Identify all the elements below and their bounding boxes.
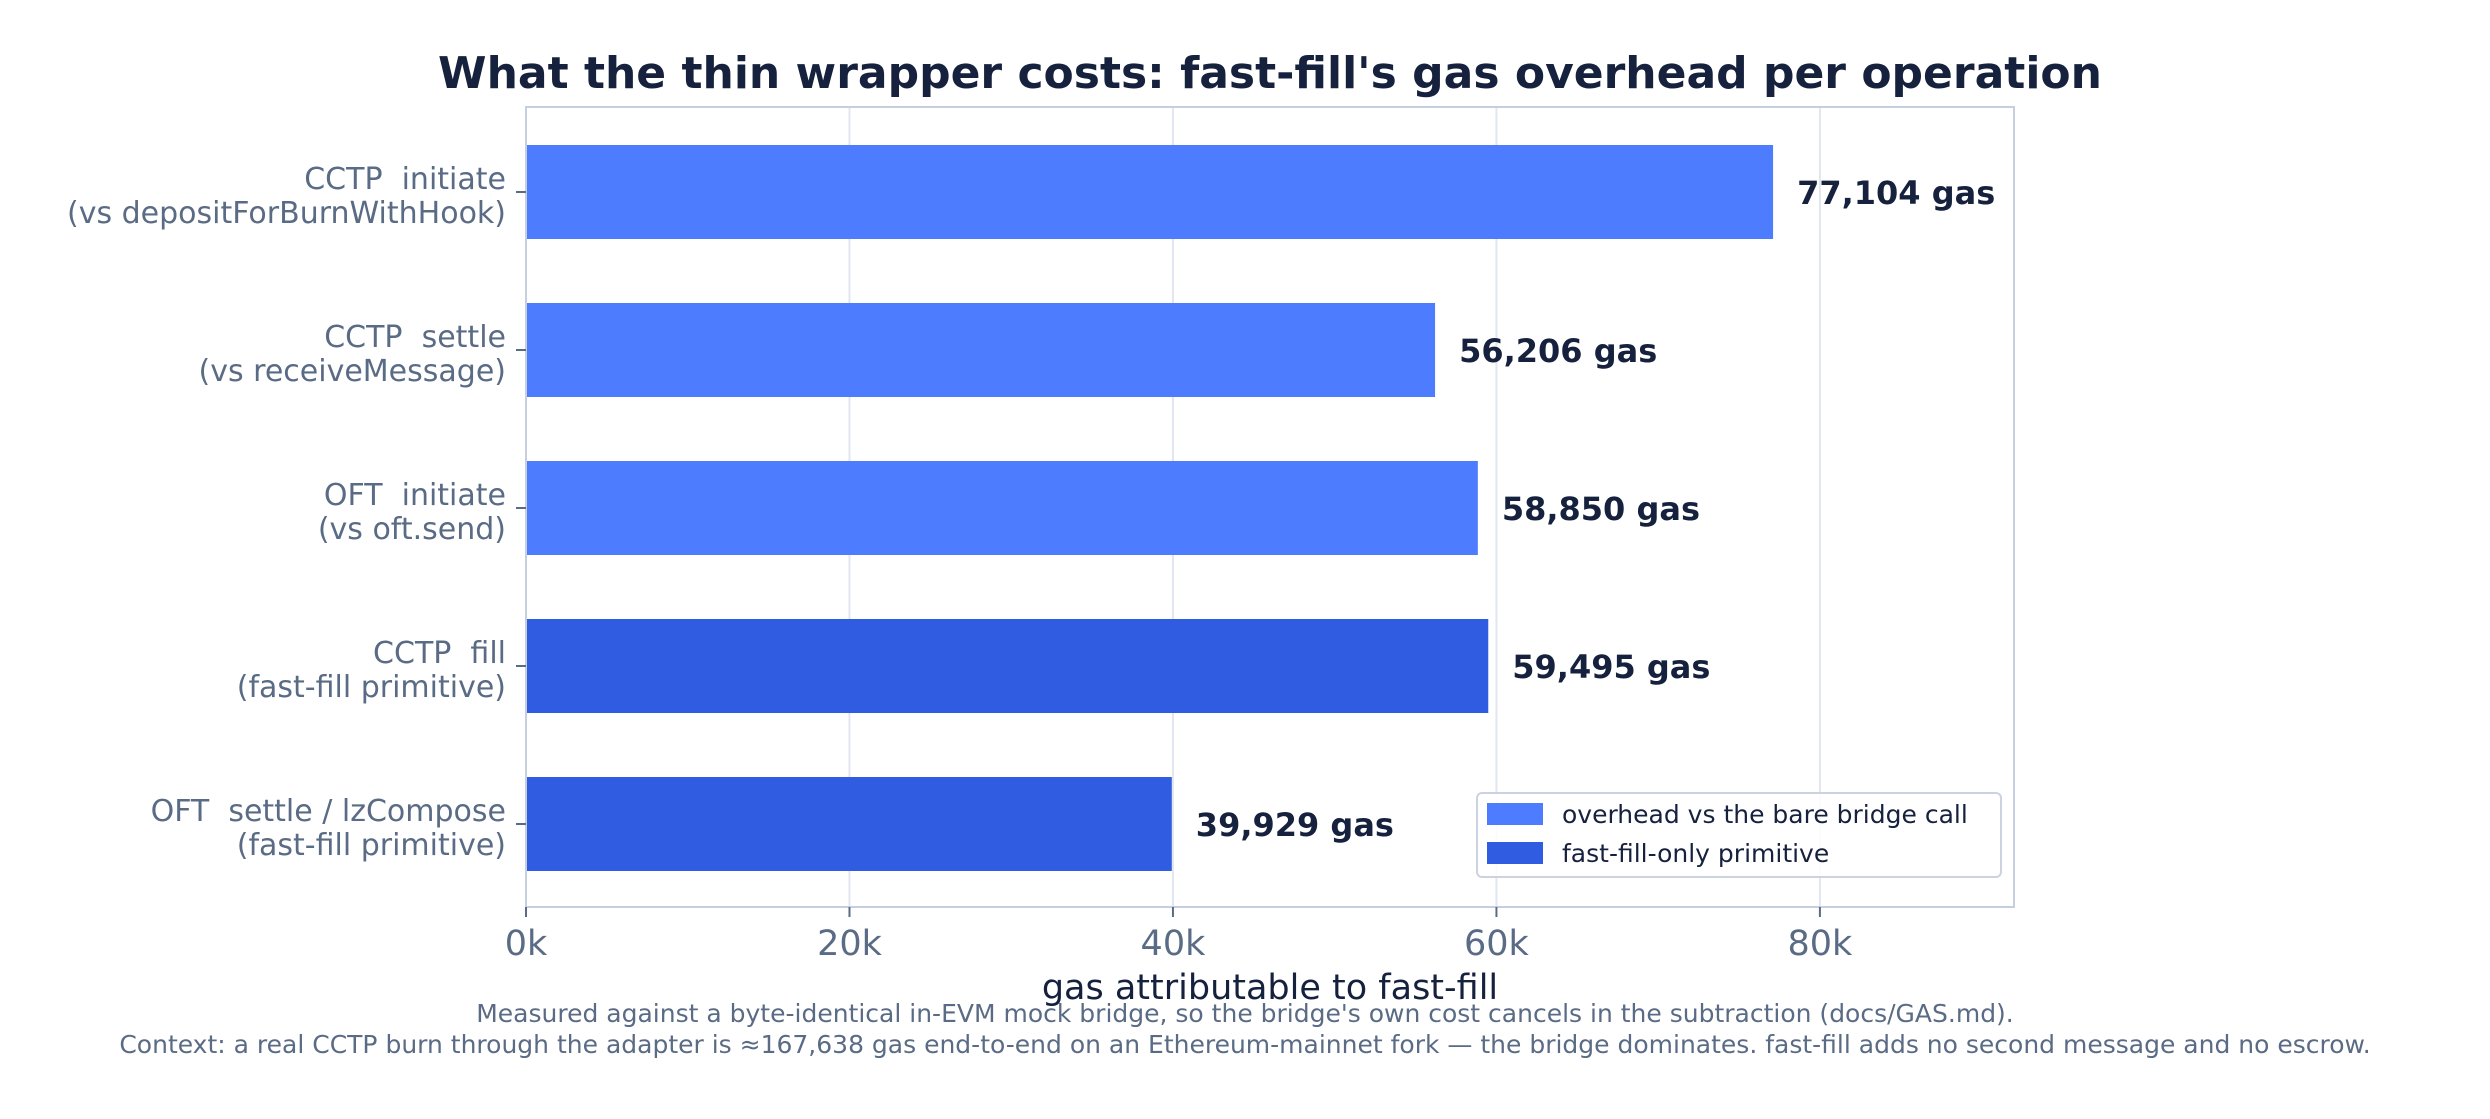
- legend-box: [1476, 792, 2002, 878]
- legend-swatch-fast-fill-only: [1487, 842, 1543, 864]
- chart-title: What the thin wrapper costs: fast-fill's…: [438, 48, 2102, 99]
- bar: [527, 461, 1478, 555]
- x-axis: 0k 20k 40k 60k 80k: [505, 907, 1853, 964]
- y-tick-sublabel: (fast-fill primitive): [237, 828, 506, 863]
- legend-label-overhead: overhead vs the bare bridge call: [1562, 800, 1968, 829]
- footnote-context: Context: a real CCTP burn through the ad…: [119, 1030, 2370, 1059]
- bar-value-label: 77,104 gas: [1797, 174, 1995, 212]
- bar-value-label: 59,495 gas: [1512, 648, 1710, 686]
- bar: [527, 619, 1489, 713]
- x-tick-label: 20k: [817, 924, 883, 964]
- x-tick-label: 0k: [505, 924, 548, 964]
- bar-value-label: 58,850 gas: [1502, 490, 1700, 528]
- y-tick-label: OFT initiate: [324, 478, 506, 513]
- footnote-measurement: Measured against a byte-identical in-EVM…: [476, 999, 2014, 1028]
- bar: [527, 777, 1172, 871]
- x-tick-label: 80k: [1788, 924, 1854, 964]
- y-tick-sublabel: (vs receiveMessage): [199, 354, 506, 389]
- y-tick-sublabel: (vs depositForBurnWithHook): [67, 196, 506, 231]
- y-tick-label: CCTP settle: [324, 320, 506, 355]
- bars: 77,104 gas 56,206 gas 58,850 gas 59,495 gas…: [527, 145, 1995, 871]
- y-tick-sublabel: (fast-fill primitive): [237, 670, 506, 705]
- legend-swatch-overhead: [1487, 803, 1543, 825]
- x-tick-label: 40k: [1141, 924, 1207, 964]
- bar-value-label: 56,206 gas: [1459, 332, 1657, 370]
- y-tick-label: OFT settle / lzCompose: [151, 794, 506, 829]
- bar: [527, 303, 1436, 397]
- y-tick-label: CCTP fill: [373, 636, 506, 671]
- y-tick-label: CCTP initiate: [304, 162, 506, 197]
- y-tick-sublabel: (vs oft.send): [318, 512, 506, 547]
- x-tick-label: 60k: [1464, 924, 1530, 964]
- y-axis: CCTP initiate(vs depositForBurnWithHook)…: [67, 162, 526, 863]
- bar-value-label: 39,929 gas: [1196, 806, 1394, 844]
- bar: [527, 145, 1774, 239]
- x-axis-label: gas attributable to fast-fill: [1042, 968, 1498, 1008]
- legend-label-fast-fill-only: fast-fill-only primitive: [1562, 839, 1829, 868]
- legend: overhead vs the bare bridge call fast-fi…: [1476, 792, 2002, 878]
